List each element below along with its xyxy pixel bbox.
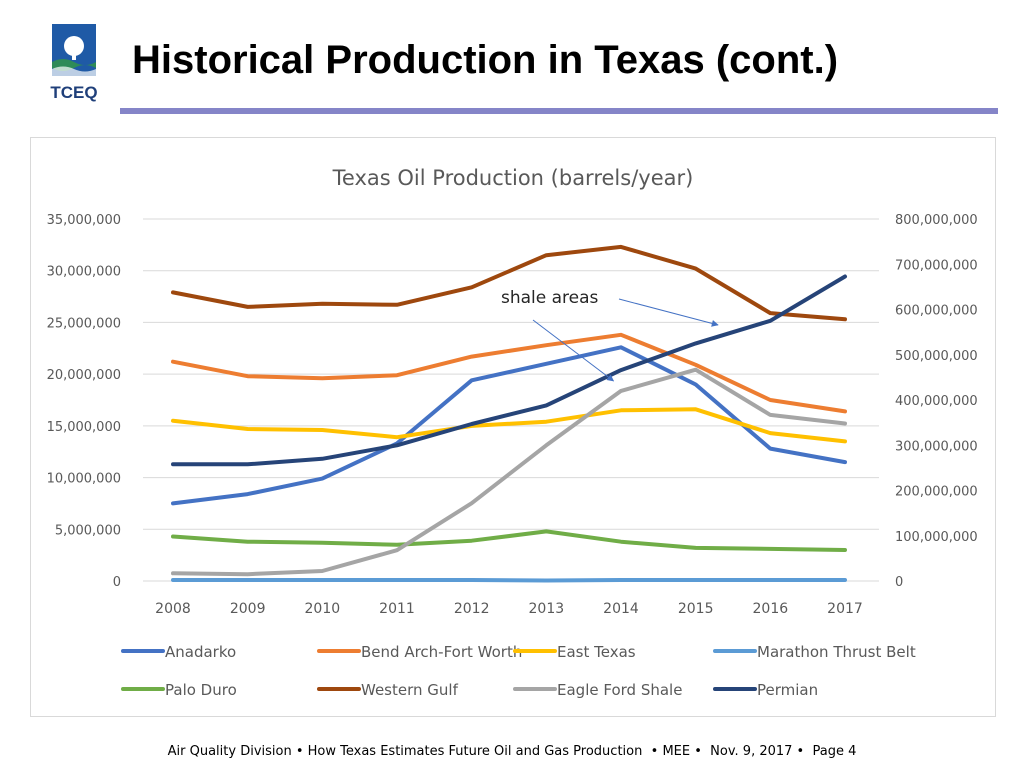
footer-sep-2: • [646,744,663,759]
annotation-arrow [532,319,615,382]
right-tick-label: 200,000,000 [895,485,978,500]
right-tick-label: 500,000,000 [895,349,978,364]
right-tick-label: 700,000,000 [895,258,978,273]
legend-label: Bend Arch-Fort Worth [361,643,522,661]
x-tick-label: 2010 [305,601,341,617]
shale-areas-annotation: shale areas [501,288,599,308]
legend-item: Marathon Thrust Belt [713,643,916,661]
footer: Air Quality Division • How Texas Estimat… [0,744,1024,759]
annotation: shale areas [501,288,719,382]
footer-talk-title: How Texas Estimates Future Oil and Gas P… [307,744,643,759]
right-tick-label: 300,000,000 [895,439,978,454]
legend-label: Palo Duro [165,681,237,699]
legend-item: Eagle Ford Shale [513,681,682,699]
left-tick-label: 25,000,000 [47,316,121,331]
chart-title: Texas Oil Production (barrels/year) [332,166,694,190]
x-tick-label: 2016 [753,601,789,617]
series-line-anadarko [171,345,847,506]
legend-item: Western Gulf [317,681,459,699]
x-tick-label: 2017 [827,601,863,617]
annotation-arrow [618,298,719,327]
footer-sep-1: • [291,744,308,759]
x-tick-label: 2009 [230,601,266,617]
left-axis: 0 5,000,000 10,000,000 15,000,000 20,000,000… [47,213,121,590]
right-tick-label: 400,000,000 [895,394,978,409]
footer-division: Air Quality Division [167,744,292,759]
tceq-logo: TCEQ [50,22,100,104]
series-lines [171,244,847,583]
series-line-east-texas [171,407,847,444]
left-tick-label: 15,000,000 [47,420,121,435]
legend: Anadarko Bend Arch-Fort Worth East Texas Ma… [121,643,916,699]
x-tick-label: 2008 [155,601,191,617]
chart-frame: Texas Oil Production (barrels/year) 0 5,0… [30,137,996,717]
legend-item: Anadarko [121,643,236,661]
series-line-permian [171,274,847,467]
chart: Texas Oil Production (barrels/year) 0 5,0… [47,166,978,699]
right-axis: 0 100,000,000 200,000,000 300,000,000 400,00… [895,213,978,590]
x-tick-label: 2013 [529,601,565,617]
x-tick-label: 2011 [379,601,415,617]
legend-label: Anadarko [165,643,236,661]
series-line-eagle-ford-shale [171,367,847,577]
legend-item: Permian [713,681,818,699]
slide-title: Historical Production in Texas (cont.) [132,38,839,82]
series-line-western-gulf [171,244,847,322]
legend-label: Eagle Ford Shale [557,681,682,699]
series-line-bend-arch-fort-worth [171,332,847,414]
right-tick-label: 0 [895,575,903,590]
left-tick-label: 30,000,000 [47,265,121,280]
left-tick-label: 0 [113,575,121,590]
x-tick-label: 2015 [678,601,714,617]
legend-item: Bend Arch-Fort Worth [317,643,522,661]
left-tick-label: 10,000,000 [47,472,121,487]
left-tick-label: 35,000,000 [47,213,121,228]
footer-page: Page 4 [812,744,857,759]
x-tick-label: 2014 [603,601,639,617]
series-line-palo-duro [171,529,847,552]
legend-label: Permian [757,681,818,699]
footer-date: Nov. 9, 2017 [710,744,793,759]
footer-sep-4: • [792,744,809,759]
right-tick-label: 100,000,000 [895,530,978,545]
logo-text: TCEQ [50,83,97,102]
legend-item: Palo Duro [121,681,237,699]
footer-event: MEE [662,744,691,759]
legend-label: East Texas [557,643,636,661]
left-tick-label: 20,000,000 [47,368,121,383]
x-axis: 2008 2009 2010 2011 2012 2013 2014 2015 2016 2017 [155,601,863,617]
left-tick-label: 5,000,000 [55,523,121,538]
legend-label: Western Gulf [361,681,459,699]
footer-sep-3: • [690,744,707,759]
legend-label: Marathon Thrust Belt [757,643,916,661]
legend-item: East Texas [513,643,636,661]
x-tick-label: 2012 [454,601,490,617]
right-tick-label: 600,000,000 [895,304,978,319]
right-tick-label: 800,000,000 [895,213,978,228]
title-rule [120,108,998,114]
series-line-marathon-thrust-belt [171,578,847,583]
